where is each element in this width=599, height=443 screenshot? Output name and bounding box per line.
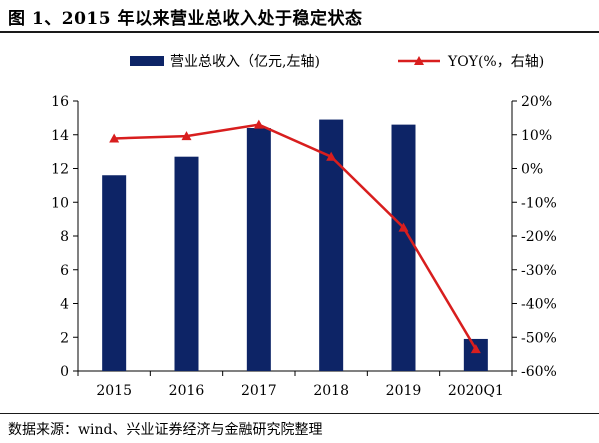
left-tick-label: 2 bbox=[60, 330, 69, 346]
left-tick-label: 14 bbox=[51, 128, 69, 144]
yoy-point-marker bbox=[253, 119, 264, 129]
x-tick-label: 2018 bbox=[313, 383, 349, 399]
yoy-point-marker bbox=[326, 151, 337, 161]
chart: 营业总收入（亿元,左轴) YOY(%，右轴) 0 2 4 6 8 10 12 14 16 -60%… bbox=[51, 54, 557, 399]
legend-bar-swatch bbox=[130, 56, 164, 66]
title-divider bbox=[0, 31, 599, 33]
left-tick-label: 12 bbox=[51, 162, 69, 178]
left-tick-label: 10 bbox=[51, 195, 69, 211]
left-tick-label: 8 bbox=[60, 229, 69, 245]
source-note: 数据来源：wind、兴业证券经济与金融研究院整理 bbox=[8, 422, 323, 438]
bar bbox=[391, 124, 416, 371]
left-tick-label: 0 bbox=[60, 364, 69, 380]
right-tick-label: -50% bbox=[521, 330, 557, 346]
x-tick-label: 2020Q1 bbox=[448, 383, 504, 399]
yoy-point-marker bbox=[470, 344, 481, 354]
bar bbox=[246, 128, 271, 371]
right-tick-label: 10% bbox=[521, 128, 552, 144]
x-tick-label: 2019 bbox=[386, 383, 422, 399]
yoy-point-marker bbox=[398, 222, 409, 232]
axes: 0 2 4 6 8 10 12 14 16 -60% -50% -40% -30% -20% -10% 0% 1… bbox=[51, 94, 557, 399]
left-tick-label: 4 bbox=[60, 297, 69, 313]
x-tick-label: 2015 bbox=[96, 383, 132, 399]
x-tick-label: 2016 bbox=[169, 383, 205, 399]
right-tick-label: -40% bbox=[521, 297, 557, 313]
legend: 营业总收入（亿元,左轴) YOY(%，右轴) bbox=[130, 54, 544, 70]
right-tick-label: 0% bbox=[521, 162, 543, 178]
yoy-point-marker bbox=[181, 131, 192, 141]
left-tick-label: 6 bbox=[60, 263, 69, 279]
right-tick-label: -60% bbox=[521, 364, 557, 380]
source-divider bbox=[0, 413, 599, 414]
chart-title: 图 1、2015 年以来营业总收入处于稳定状态 bbox=[8, 9, 363, 29]
line-series bbox=[109, 119, 481, 354]
right-tick-label: -20% bbox=[521, 229, 557, 245]
left-tick-label: 16 bbox=[51, 94, 69, 110]
yoy-line bbox=[114, 123, 477, 350]
bar bbox=[102, 175, 127, 371]
right-tick-label: -10% bbox=[521, 195, 557, 211]
bar bbox=[319, 119, 344, 371]
bar-series bbox=[102, 119, 488, 371]
legend-bar-label: 营业总收入（亿元,左轴) bbox=[170, 54, 320, 70]
bar bbox=[174, 156, 199, 371]
legend-line-label: YOY(%，右轴) bbox=[447, 54, 544, 70]
right-tick-label: -30% bbox=[521, 263, 557, 279]
bar bbox=[463, 338, 488, 371]
right-tick-label: 20% bbox=[521, 94, 552, 110]
x-tick-label: 2017 bbox=[241, 383, 277, 399]
yoy-point-marker bbox=[109, 133, 120, 143]
legend-line-marker bbox=[414, 56, 424, 65]
